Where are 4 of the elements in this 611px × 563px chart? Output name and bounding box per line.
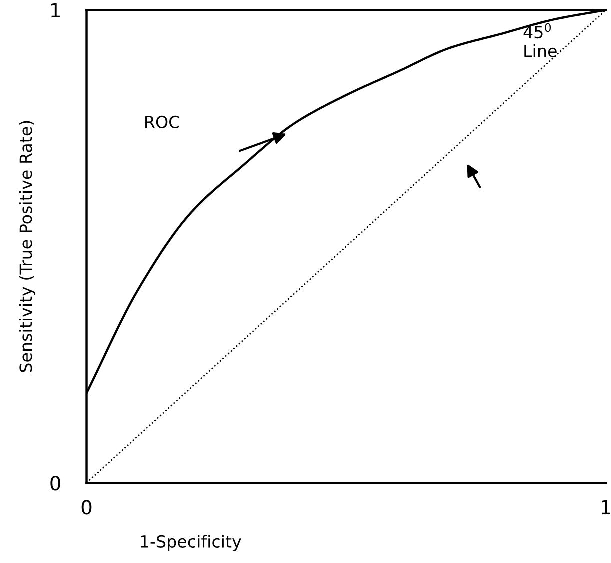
y-axis-title: Sensitivity (True Positive Rate) (19, 121, 36, 372)
x-axis-title: 1-Specificity (141, 535, 242, 552)
annotation: 45$^{0}$ Line (524, 23, 557, 58)
annotation: ROC (146, 116, 180, 128)
